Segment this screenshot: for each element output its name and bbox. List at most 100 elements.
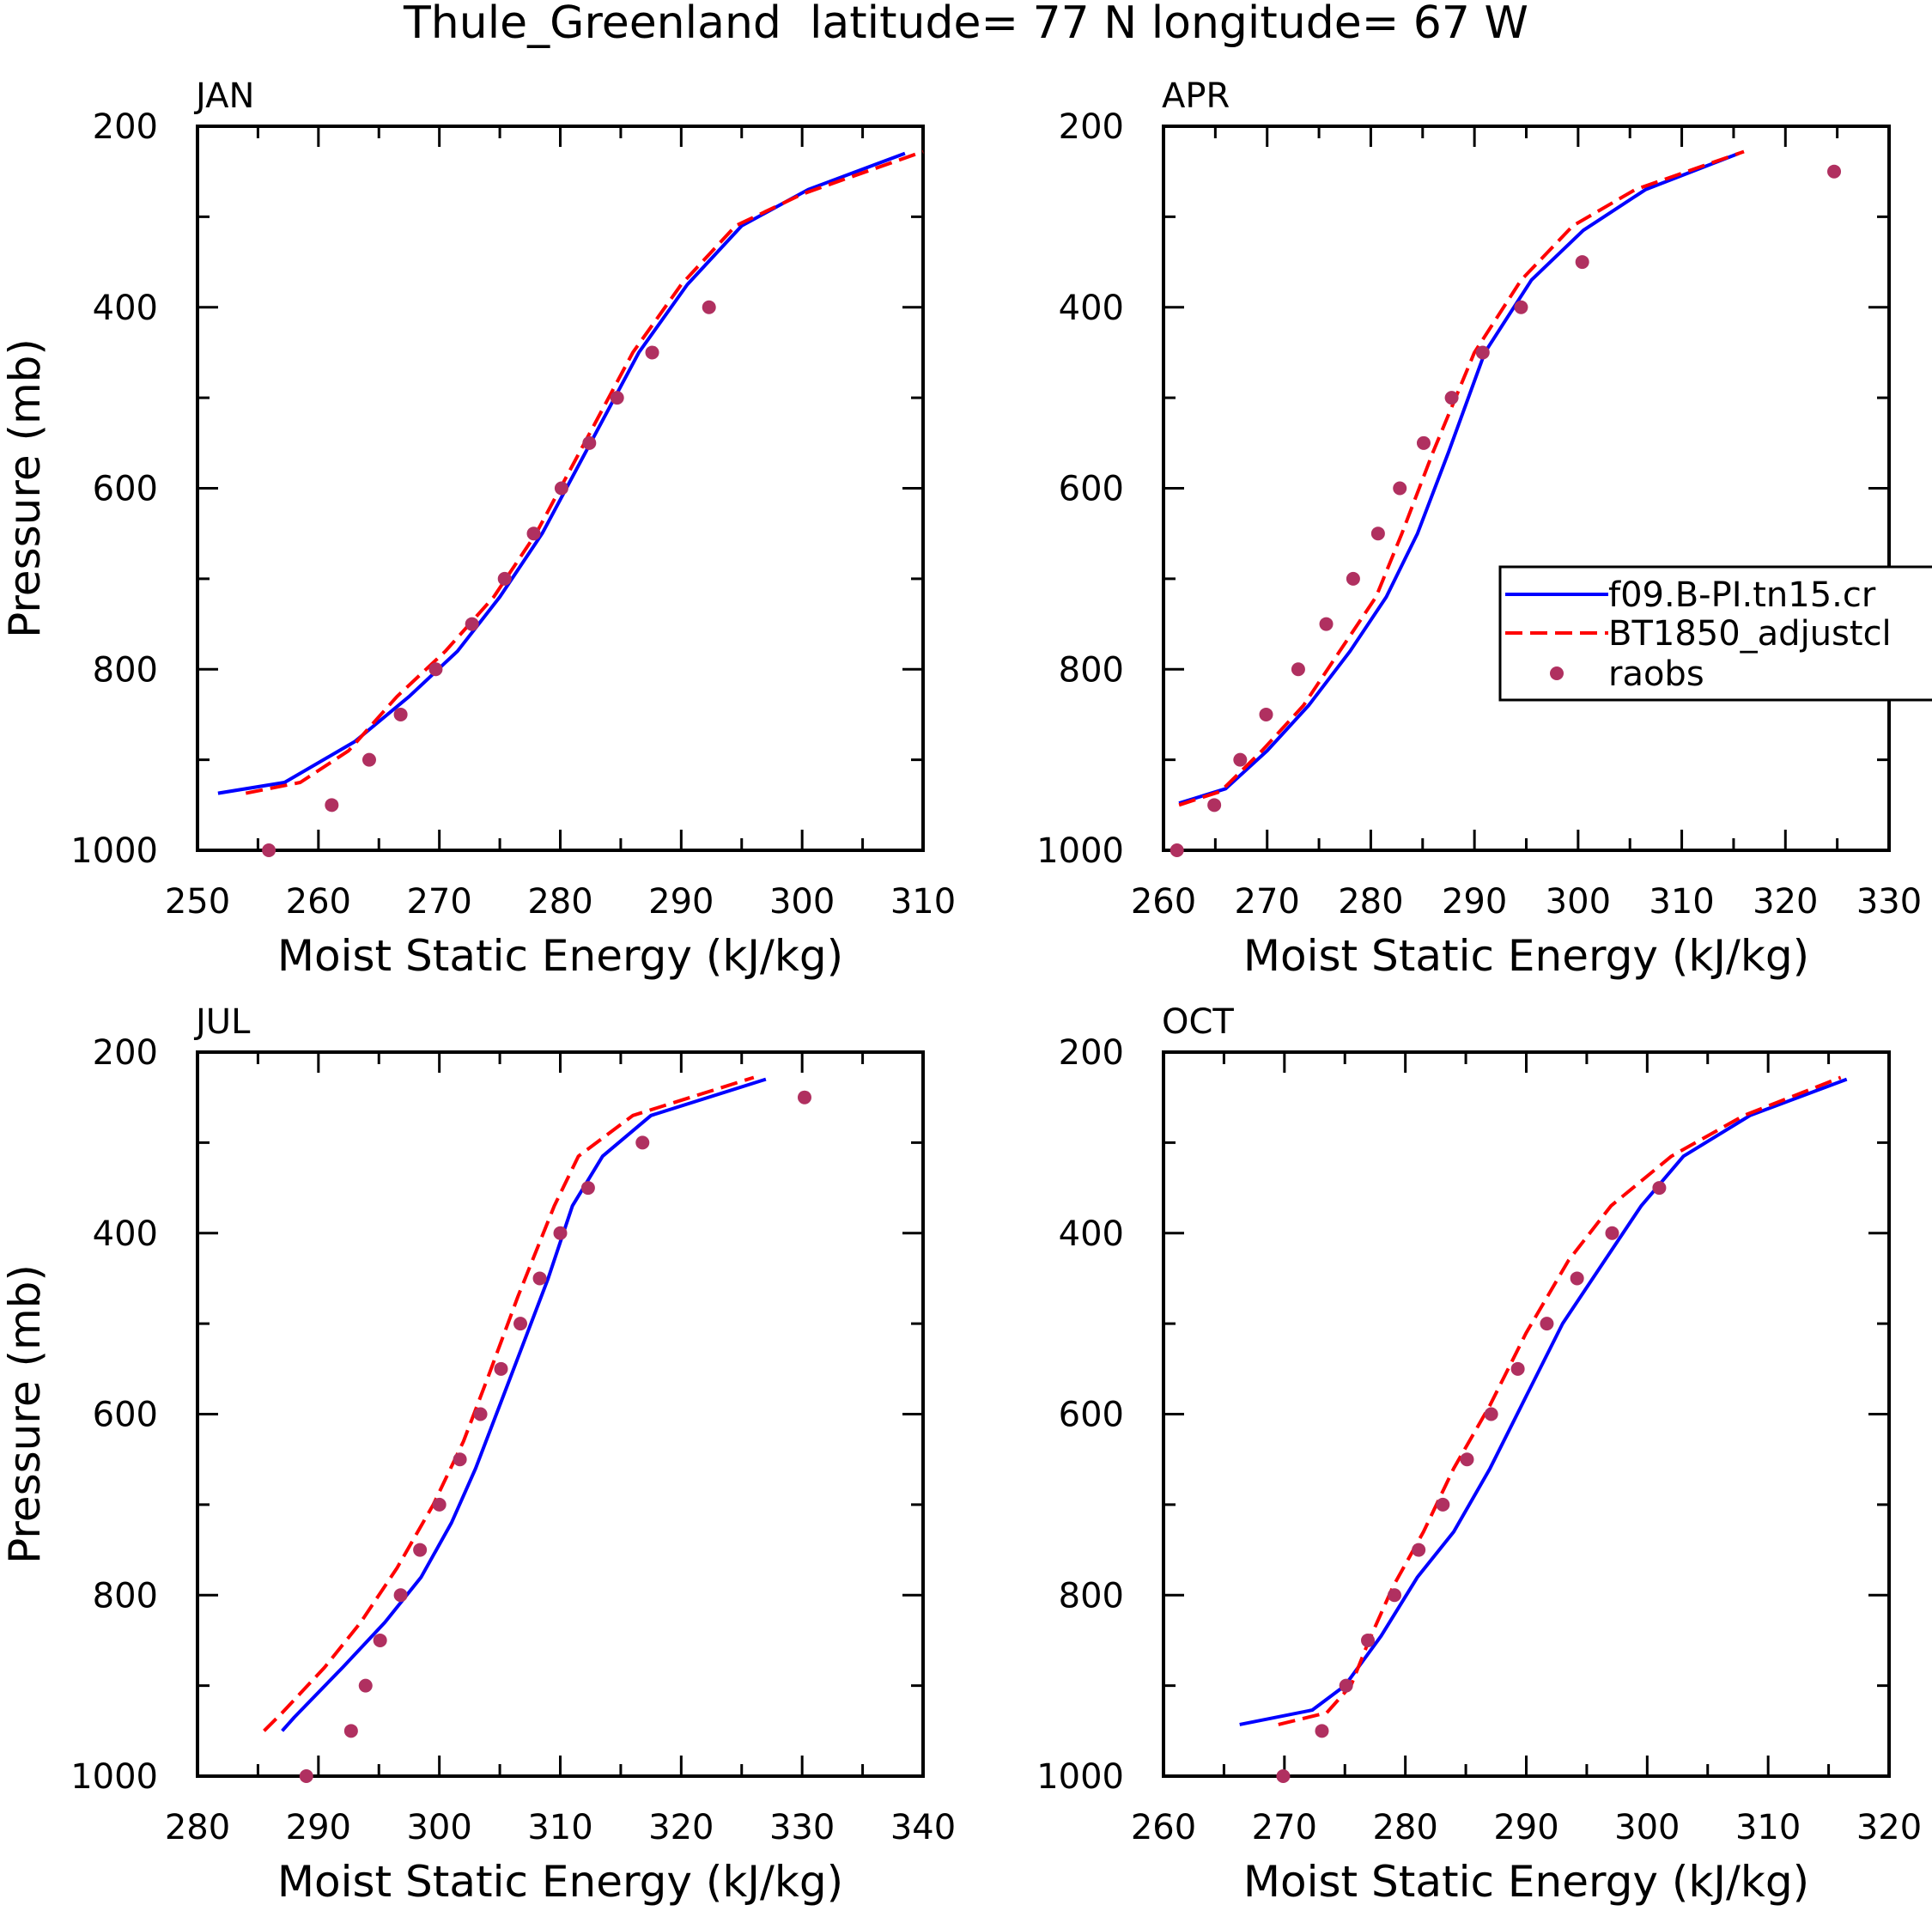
series-model-solid [1239,1077,1848,1726]
series-model-dashed [263,1075,755,1732]
y-tick-label: 200 [93,1033,158,1073]
x-tick-label: 320 [1856,1808,1922,1847]
raobs-point [465,617,479,631]
x-tick-label: 310 [527,1808,592,1847]
raobs-point [513,1317,528,1331]
x-tick-label: 270 [1252,1808,1317,1847]
raobs-point [1416,435,1431,450]
raobs-point [1387,1588,1401,1603]
series-model-dashed [1178,149,1745,807]
raobs-point [393,1588,408,1603]
raobs-point [413,1543,428,1557]
raobs-point [1652,1181,1667,1196]
raobs-point [1460,1452,1474,1467]
y-tick-label: 800 [93,1576,158,1616]
raobs-point [1484,1407,1498,1421]
raobs-point [1276,1769,1291,1783]
legend-label: BT1850_adjustcl [1608,614,1892,654]
raobs-point [453,1452,467,1467]
y-tick-label: 800 [1059,650,1124,690]
y-tick-label: 400 [93,1214,158,1254]
raobs-point [262,843,276,857]
x-tick-label: 300 [769,882,835,922]
y-tick-label: 1000 [70,1757,158,1797]
y-tick-label: 600 [1059,470,1124,509]
raobs-point [554,481,568,496]
y-tick-label: 1000 [70,831,158,871]
y-tick-label: 600 [93,1396,158,1435]
y-tick-label: 600 [93,470,158,509]
x-tick-label: 260 [286,882,351,922]
x-tick-label: 310 [1649,882,1714,922]
x-axis-label: Moist Static Energy (kJ/kg) [1243,1857,1809,1907]
x-tick-label: 290 [286,1808,351,1847]
x-axis-label: Moist Static Energy (kJ/kg) [277,1857,843,1907]
y-tick-label: 200 [93,107,158,147]
raobs-point [645,345,659,360]
raobs-point [1510,1361,1525,1376]
panel-jan: 250 260 270 280 290 300 310 200 400 600 800 1000 JAN… [0,76,956,981]
raobs-point [1412,1543,1426,1557]
x-tick-label: 340 [890,1808,956,1847]
raobs-point [526,526,541,541]
x-axis-label: Moist Static Energy (kJ/kg) [1243,931,1809,981]
x-tick-label: 320 [648,1808,714,1847]
y-tick-label: 800 [1059,1576,1124,1616]
x-tick-label: 290 [1442,882,1507,922]
plot-frame [196,1050,925,1778]
raobs-point [1827,164,1842,179]
raobs-point [1393,481,1407,496]
raobs-point [325,798,339,812]
raobs-point [635,1135,650,1150]
raobs-point [1444,391,1459,405]
x-tick-label: 330 [1856,882,1922,922]
legend-label: raobs [1608,654,1704,694]
raobs-point [1170,843,1184,857]
raobs-point [1436,1497,1450,1512]
raobs-point [797,1090,811,1105]
raobs-point [1540,1317,1554,1331]
x-axis-label: Moist Static Energy (kJ/kg) [277,931,843,981]
raobs-point [702,300,716,314]
raobs-point [1319,617,1334,631]
raobs-point [580,1181,595,1196]
x-tick-label: 310 [1735,1808,1801,1847]
raobs-point [1575,255,1589,270]
x-tick-label: 280 [1338,882,1403,922]
legend-label: f09.B-PI.tn15.cr [1608,575,1876,615]
panel-jul: 280 290 300 310 320 330 340 200 400 600 800 1000 JUL… [0,1002,956,1907]
raobs-point [361,752,376,767]
raobs-point [1370,526,1385,541]
x-tick-label: 250 [165,882,230,922]
x-tick-label: 300 [406,1808,471,1847]
raobs-point [1291,662,1305,677]
raobs-point [299,1769,313,1783]
raobs-point [373,1633,387,1647]
raobs-point [582,435,597,450]
x-tick-label: 260 [1131,1808,1196,1847]
raobs-point [1570,1271,1584,1286]
raobs-point [1233,752,1248,767]
x-tick-label: 310 [890,882,956,922]
y-tick-label: 1000 [1036,1757,1124,1797]
panel-label: OCT [1162,1002,1234,1042]
panel-apr: 260 270 280 290 300 310 320 330 200 400 600 800 1000… [1036,76,1932,981]
raobs-point [494,1361,508,1376]
raobs-point [1207,798,1222,812]
x-tick-label: 300 [1614,1808,1680,1847]
y-tick-label: 200 [1059,107,1124,147]
raobs-point [1346,571,1360,586]
y-tick-label: 400 [1059,289,1124,328]
panel-label: JAN [193,76,254,116]
raobs-point [473,1407,488,1421]
raobs-point [428,662,443,677]
x-tick-label: 260 [1131,882,1196,922]
raobs-point [432,1497,447,1512]
x-tick-label: 290 [648,882,714,922]
y-tick-label: 1000 [1036,831,1124,871]
raobs-point [1361,1633,1376,1647]
raobs-point [343,1724,358,1738]
raobs-point [610,391,624,405]
x-tick-label: 320 [1753,882,1818,922]
